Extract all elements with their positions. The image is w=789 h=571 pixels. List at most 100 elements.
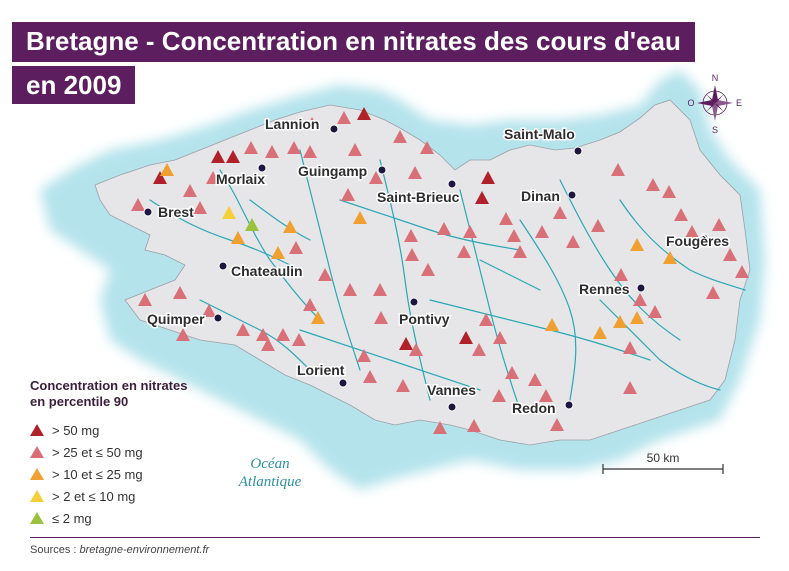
- measurement-point-marker: [193, 201, 207, 214]
- measurement-point-marker: [507, 229, 521, 242]
- measurement-point-marker: [374, 311, 388, 324]
- ocean-label-line1: Océan: [250, 456, 289, 472]
- measurement-point-marker: [202, 304, 216, 317]
- measurement-point-marker: [513, 245, 527, 258]
- measurement-point-marker: [553, 206, 567, 219]
- legend-item: > 2 et ≤ 10 mg: [30, 486, 135, 506]
- measurement-point-marker: [373, 283, 387, 296]
- city-dot: [636, 283, 646, 293]
- legend-title-line1: Concentration en nitrates: [30, 378, 188, 393]
- legend-item: > 10 et ≤ 25 mg: [30, 464, 143, 484]
- measurement-point-marker: [433, 421, 447, 434]
- measurement-point-marker: [303, 298, 317, 311]
- footer-divider: [30, 537, 760, 538]
- legend-item-label: > 50 mg: [52, 422, 100, 438]
- compass-e: E: [736, 98, 742, 108]
- measurement-point-marker: [550, 418, 564, 431]
- compass-n: N: [712, 73, 719, 83]
- city-dot: [213, 313, 223, 323]
- measurement-point-marker: [393, 130, 407, 143]
- measurement-point-marker: [545, 318, 559, 331]
- measurement-point-marker: [472, 343, 486, 356]
- legend-item-label: > 25 et ≤ 50 mg: [52, 444, 143, 460]
- measurement-point-marker: [421, 263, 435, 276]
- measurement-point-marker: [318, 268, 332, 281]
- measurement-point-marker: [287, 141, 301, 154]
- measurement-point-marker: [341, 188, 355, 201]
- measurement-point-marker: [505, 366, 519, 379]
- measurement-point-marker: [348, 143, 362, 156]
- city-dot: [564, 400, 574, 410]
- measurement-point-marker: [405, 248, 419, 261]
- compass-rose-icon: N S E O: [687, 73, 742, 135]
- measurement-point-marker: [437, 222, 451, 235]
- measurement-point-marker: [623, 341, 637, 354]
- measurement-point-marker: [265, 145, 279, 158]
- map-title-line2: en 2009: [12, 66, 136, 104]
- city-label: Fougères: [666, 233, 729, 249]
- city-dot: [699, 233, 709, 243]
- measurement-point-marker: [222, 206, 236, 219]
- measurement-point-marker: [685, 225, 699, 238]
- measurement-point-marker: [396, 379, 410, 392]
- measurement-point-marker: [343, 283, 357, 296]
- measurement-point-marker: [357, 107, 371, 120]
- city-dot: [218, 261, 228, 271]
- measurement-point-marker: [206, 171, 220, 184]
- measurement-point-marker: [623, 381, 637, 394]
- triangle-marker-icon: [30, 512, 44, 524]
- city-dot: [143, 207, 153, 217]
- measurement-point-marker: [646, 178, 660, 191]
- measurement-point-marker: [244, 141, 258, 154]
- measurement-point-marker: [723, 248, 737, 261]
- city-label: Lorient: [297, 362, 345, 378]
- measurement-point-marker: [539, 389, 553, 402]
- measurement-point-marker: [305, 117, 319, 130]
- legend-title-line2: en percentile 90: [30, 394, 129, 409]
- measurement-points: [131, 107, 749, 434]
- measurement-point-marker: [404, 229, 418, 242]
- scale-bar: 50 km: [602, 451, 724, 474]
- measurement-point-marker: [408, 166, 422, 179]
- legend-item-label: > 10 et ≤ 25 mg: [52, 466, 143, 482]
- measurement-point-marker: [648, 305, 662, 318]
- measurement-point-marker: [420, 141, 434, 154]
- measurement-point-marker: [566, 235, 580, 248]
- triangle-marker-icon: [30, 446, 44, 458]
- scale-label: 50 km: [647, 451, 680, 465]
- measurement-point-marker: [176, 328, 190, 341]
- measurement-point-marker: [353, 211, 367, 224]
- triangle-marker-icon: [30, 424, 44, 436]
- measurement-point-marker: [493, 331, 507, 344]
- measurement-point-marker: [292, 333, 306, 346]
- source-prefix: Sources :: [30, 544, 80, 556]
- measurement-point-marker: [593, 326, 607, 339]
- city-dot: [338, 378, 348, 388]
- compass-s: S: [712, 125, 718, 135]
- measurement-point-marker: [236, 323, 250, 336]
- measurement-point-marker: [712, 218, 726, 231]
- city-label: Chateaulin: [231, 263, 303, 279]
- compass-o: O: [687, 98, 694, 108]
- city-label: Dinan: [521, 188, 560, 204]
- measurement-point-marker: [153, 171, 167, 184]
- measurement-point-marker: [271, 246, 285, 259]
- measurement-point-marker: [311, 311, 325, 324]
- measurement-point-marker: [357, 349, 371, 362]
- measurement-point-marker: [611, 163, 625, 176]
- legend-title: Concentration en nitrates en percentile …: [30, 378, 230, 410]
- city-label: Quimper: [147, 311, 205, 327]
- measurement-point-marker: [499, 212, 513, 225]
- city-label: Pontivy: [399, 311, 450, 327]
- measurement-point-marker: [591, 219, 605, 232]
- city-label: Saint-Brieuc: [377, 189, 460, 205]
- measurement-point-marker: [662, 185, 676, 198]
- measurement-point-marker: [459, 331, 473, 344]
- measurement-point-marker: [173, 286, 187, 299]
- legend-item-label: > 2 et ≤ 10 mg: [52, 488, 136, 504]
- measurement-point-marker: [630, 311, 644, 324]
- legend-item: ≤ 2 mg: [30, 508, 92, 528]
- measurement-point-marker: [663, 251, 677, 264]
